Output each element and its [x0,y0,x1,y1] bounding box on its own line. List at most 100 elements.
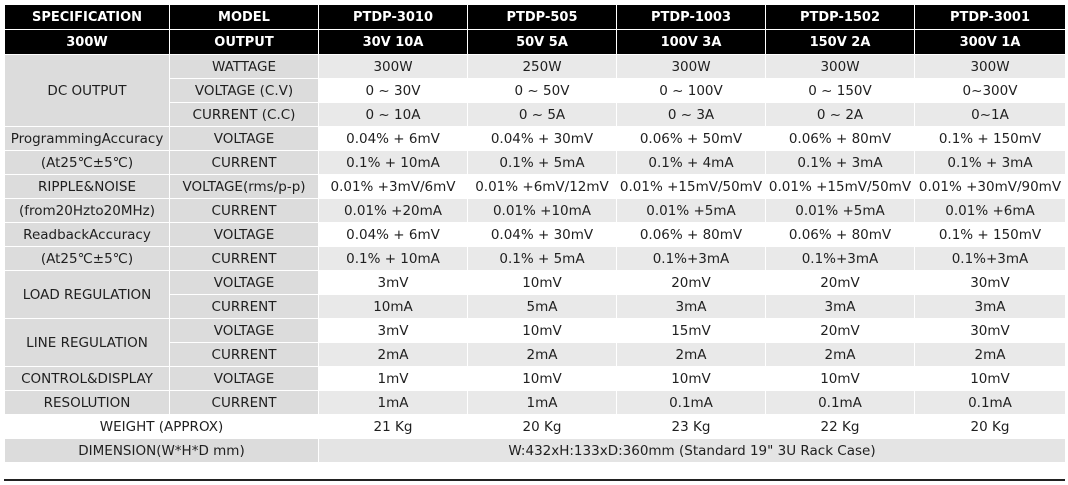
weight-value: 20 Kg [467,414,617,439]
weight-value: 23 Kg [616,414,766,439]
row-label: VOLTAGE [169,366,319,391]
cell-value: 0.01% +3mV/6mV [318,174,468,199]
row-label: WATTAGE [169,54,319,79]
cell-value: 0.1mA [616,390,766,415]
row-label: VOLTAGE [169,222,319,247]
cell-value: 10mA [318,294,468,319]
group-load-regulation: LOAD REGULATION [4,270,170,319]
cell-value: 3mA [765,294,915,319]
cell-value: 30mV [914,270,1066,295]
cell-value: 10mV [914,366,1066,391]
output-rating: 300V 1A [914,29,1066,55]
row-label: CURRENT [169,198,319,223]
cell-value: 2mA [467,342,617,367]
group-prog-accuracy-cond: (At25℃±5℃) [4,150,170,175]
model-label: MODEL [169,4,319,30]
cell-value: 0.01% +15mV/50mV [616,174,766,199]
cell-value: 0.04% + 30mV [467,222,617,247]
cell-value: 3mV [318,270,468,295]
group-ripple-noise-cond: (from20Hzto20MHz) [4,198,170,223]
cell-value: 0~1A [914,102,1066,127]
cell-value: 0.1% + 5mA [467,246,617,271]
cell-value: 0.01% +10mA [467,198,617,223]
cell-value: 0 ~ 50V [467,78,617,103]
cell-value: 0.01% +30mV/90mV [914,174,1066,199]
weight-value: 22 Kg [765,414,915,439]
table-row: RESOLUTION CURRENT 1mA 1mA 0.1mA 0.1mA 0… [4,390,1066,415]
dimension-value: W:432xH:133xD:360mm (Standard 19" 3U Rac… [318,438,1066,463]
cell-value: 10mV [765,366,915,391]
cell-value: 0 ~ 150V [765,78,915,103]
cell-value: 0.1%+3mA [616,246,766,271]
cell-value: 0 ~ 3A [616,102,766,127]
table-row: LINE REGULATION VOLTAGE 3mV 10mV 15mV 20… [4,318,1066,367]
cell-value: 10mV [467,318,617,343]
weight-label: WEIGHT (APPROX) [4,414,319,439]
cell-value: 1mA [318,390,468,415]
model-name: PTDP-1502 [765,4,915,30]
output-label: OUTPUT [169,29,319,55]
dimension-label: DIMENSION(W*H*D mm) [4,438,319,463]
cell-value: 5mA [467,294,617,319]
table-row: DIMENSION(W*H*D mm) W:432xH:133xD:360mm … [4,438,1066,463]
cell-value: 0.04% + 6mV [318,126,468,151]
cell-value: 0.01% +20mA [318,198,468,223]
cell-value: 300W [616,54,766,79]
output-rating: 30V 10A [318,29,468,55]
cell-value: 20mV [616,270,766,295]
table-row: VOLTAGE (C.V) 0 ~ 30V 0 ~ 50V 0 ~ 100V 0… [5,78,1066,103]
table-row: RIPPLE&NOISE VOLTAGE(rms/p-p) 0.01% +3mV… [4,174,1066,199]
row-label: VOLTAGE [169,126,319,151]
spec-power: 300W [4,29,170,55]
group-prog-accuracy: ProgrammingAccuracy [4,126,170,151]
output-rating: 50V 5A [467,29,617,55]
row-label: CURRENT [169,150,319,175]
cell-value: 3mV [318,318,468,343]
cell-value: 0.06% + 80mV [616,222,766,247]
cell-value: 300W [318,54,468,79]
cell-value: 0.06% + 80mV [765,222,915,247]
model-name: PTDP-3001 [914,4,1066,30]
cell-value: 15mV [616,318,766,343]
row-label: CURRENT [169,342,319,367]
cell-value: 0.04% + 30mV [467,126,617,151]
cell-value: 0.01% +6mV/12mV [467,174,617,199]
row-label: VOLTAGE(rms/p-p) [169,174,319,199]
group-line-regulation: LINE REGULATION [4,318,170,367]
cell-value: 0 ~ 10A [318,102,468,127]
table-row: ReadbackAccuracy VOLTAGE 0.04% + 6mV 0.0… [4,222,1066,247]
spec-label: SPECIFICATION [4,4,170,30]
cell-value: 0.01% +5mA [616,198,766,223]
cell-value: 0.01% +6mA [914,198,1066,223]
cell-value: 2mA [765,342,915,367]
cell-value: 0.1%+3mA [765,246,915,271]
header-row-output: 300W OUTPUT 30V 10A 50V 5A 100V 3A 150V … [4,29,1066,55]
cell-value: 0.1% + 5mA [467,150,617,175]
table-row: WEIGHT (APPROX) 21 Kg 20 Kg 23 Kg 22 Kg … [4,414,1066,439]
group-readback-accuracy: ReadbackAccuracy [4,222,170,247]
cell-value: 250W [467,54,617,79]
group-dc-output: DC OUTPUT [4,54,170,127]
weight-value: 21 Kg [318,414,468,439]
cell-value: 0.1mA [765,390,915,415]
cell-value: 0 ~ 2A [765,102,915,127]
cell-value: 0.06% + 80mV [765,126,915,151]
cell-value: 1mV [318,366,468,391]
cell-value: 10mV [467,366,617,391]
cell-value: 0.1% + 10mA [318,246,468,271]
row-label: VOLTAGE [169,318,319,343]
model-name: PTDP-505 [467,4,617,30]
row-label: CURRENT [169,246,319,271]
spec-table: SPECIFICATION MODEL PTDP-3010 PTDP-505 P… [4,4,1066,463]
cell-value: 0.1% + 4mA [616,150,766,175]
table-row: CURRENT 10mA 5mA 3mA 3mA 3mA [5,294,1066,319]
table-row: LOAD REGULATION VOLTAGE 3mV 10mV 20mV 20… [4,270,1066,319]
cell-value: 0.1% + 150mV [914,126,1066,151]
cell-value: 0.01% +5mA [765,198,915,223]
cell-value: 0.1% + 3mA [914,150,1066,175]
output-rating: 150V 2A [765,29,915,55]
cell-value: 0.1% + 10mA [318,150,468,175]
group-readback-accuracy-cond: (At25℃±5℃) [4,246,170,271]
cell-value: 0.06% + 50mV [616,126,766,151]
cell-value: 2mA [616,342,766,367]
